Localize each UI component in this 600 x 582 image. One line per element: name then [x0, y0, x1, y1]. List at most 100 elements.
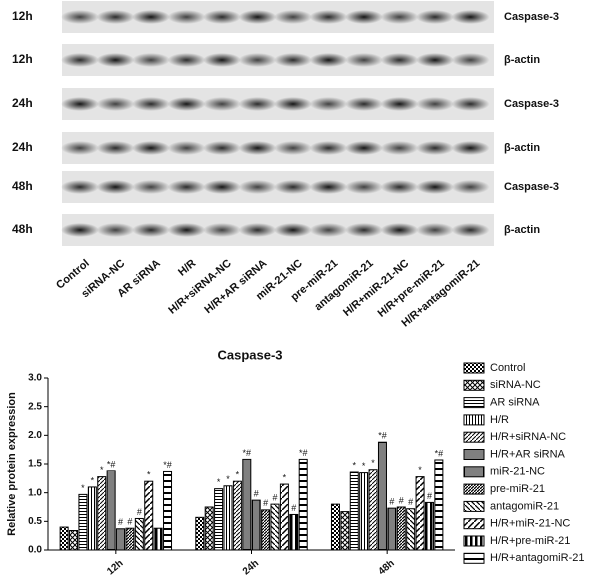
- bar-annotation: #: [263, 498, 268, 508]
- bar: [406, 508, 416, 551]
- blot-band: [132, 141, 170, 155]
- blot-band: [451, 223, 490, 237]
- blot-band: [167, 10, 206, 24]
- blot-band: [238, 97, 277, 111]
- blot-band: [416, 97, 454, 111]
- bar: [153, 527, 163, 551]
- legend-label: siRNA-NC: [490, 379, 541, 391]
- bar-annotation: *#: [107, 459, 116, 469]
- blot-band: [96, 97, 135, 111]
- blot-band: [238, 10, 277, 24]
- blot-band: [380, 223, 419, 237]
- blot-band: [380, 180, 419, 194]
- legend-label: H/R+antagomiR-21: [490, 552, 584, 564]
- blot-protein: β-actin: [504, 142, 540, 154]
- blot-band: [416, 10, 454, 24]
- legend-swatch: [463, 483, 485, 495]
- y-tick-label: 1.5: [28, 459, 42, 470]
- blot-band: [274, 10, 312, 24]
- legend-swatch: [463, 431, 485, 443]
- bar: [424, 501, 434, 551]
- y-tick-label: 1.0: [28, 487, 42, 498]
- blot-band: [132, 223, 170, 237]
- bar-annotation: #: [127, 517, 132, 527]
- blot-band: [416, 223, 454, 237]
- blot-band: [167, 53, 206, 67]
- bar: [377, 441, 387, 551]
- bar-annotation: #: [427, 491, 432, 501]
- bar-annotation: #: [389, 497, 394, 507]
- legend-label: pre-miR-21: [490, 483, 545, 495]
- bar: [87, 486, 97, 551]
- bar: [242, 458, 252, 551]
- legend-swatch: [463, 379, 485, 391]
- bar: [340, 511, 350, 551]
- bar-annotation: *: [81, 483, 85, 493]
- blot-band: [309, 97, 348, 111]
- blot-band: [132, 180, 170, 194]
- bar: [289, 513, 299, 551]
- chart-title: Caspase-3: [217, 347, 282, 362]
- legend-swatch: [463, 535, 485, 547]
- blot-band: [238, 223, 277, 237]
- blot-band: [416, 141, 454, 155]
- blot-time: 24h: [12, 140, 33, 154]
- blot-band: [132, 10, 170, 24]
- legend-swatch: [463, 466, 485, 478]
- y-tick-label: 0.5: [28, 516, 42, 527]
- bar-annotation: #: [399, 495, 404, 505]
- bar: [214, 488, 224, 551]
- blot-band: [416, 180, 454, 194]
- blot-band: [451, 141, 490, 155]
- x-tick-label: 24h: [241, 558, 261, 578]
- blot-band: [132, 53, 170, 67]
- bar-annotation: *#: [299, 448, 308, 458]
- legend-swatch: [463, 552, 485, 564]
- legend-label: AR siRNA: [490, 397, 540, 409]
- bar: [125, 527, 135, 551]
- bar-annotation: #: [408, 497, 413, 507]
- legend-label: Control: [490, 362, 525, 374]
- bar: [261, 509, 271, 551]
- bar-annotation: #: [291, 503, 296, 513]
- x-tick-label: 48h: [377, 558, 397, 578]
- bar: [298, 458, 308, 551]
- lane-label: H/R+siRNA-NC: [166, 257, 233, 316]
- blot-band: [274, 141, 312, 155]
- blot-band: [167, 180, 206, 194]
- blot-band: [61, 10, 99, 24]
- blot-band: [61, 53, 99, 67]
- bar: [59, 526, 69, 551]
- blot-protein: β-actin: [504, 54, 540, 66]
- bar-annotation: *: [371, 458, 375, 468]
- y-tick-label: 3.0: [28, 373, 42, 384]
- blot-band: [61, 180, 99, 194]
- legend-swatch: [463, 414, 485, 426]
- legend-swatch: [463, 397, 485, 409]
- blot-band: [96, 141, 135, 155]
- bar: [270, 503, 280, 551]
- legend-label: H/R+miR-21-NC: [490, 518, 570, 530]
- bar: [204, 506, 214, 551]
- blot-protein: Caspase-3: [504, 11, 559, 23]
- blot-band: [238, 53, 277, 67]
- blot-band: [309, 223, 348, 237]
- bar: [116, 528, 126, 551]
- bar: [223, 485, 233, 551]
- blot-band: [345, 10, 383, 24]
- blot-band: [309, 141, 348, 155]
- blot-band: [238, 180, 277, 194]
- blot-time: 12h: [12, 9, 33, 23]
- blot-band: [61, 141, 99, 155]
- blot-band: [167, 141, 206, 155]
- bar-annotation: *#: [435, 448, 444, 458]
- bar: [434, 459, 444, 551]
- blot-band: [380, 141, 419, 155]
- blot-band: [167, 97, 206, 111]
- bar: [396, 506, 406, 551]
- blot-time: 12h: [12, 52, 33, 66]
- blot-band: [451, 180, 490, 194]
- bar-annotation: *: [418, 465, 422, 475]
- bar: [251, 499, 261, 551]
